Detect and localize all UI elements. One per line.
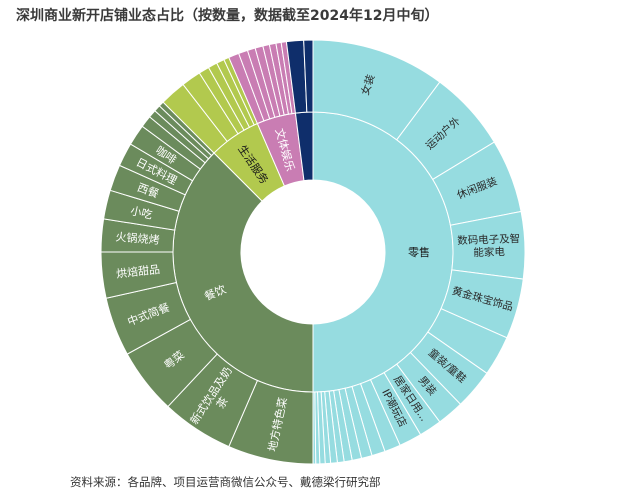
outer-label-火锅烧烤: 火锅烧烤 [115, 229, 160, 246]
inner-label-零售: 零售 [408, 245, 430, 259]
outer-ring [100, 39, 526, 465]
outer-label-女装: 女装 [359, 72, 378, 97]
inner-ring [172, 111, 454, 393]
outer-label-烘焙甜品: 烘焙甜品 [115, 261, 160, 280]
sunburst-chart: 零售女装运动户外休闲服装数码电子及智能家电黄金珠宝饰品童装/童鞋男装居家日用..… [100, 39, 526, 465]
source-note: 资料来源：各品牌、项目运营商微信公众号、戴德梁行研究部 [70, 475, 381, 489]
chart-title: 深圳商业新开店铺业态占比（按数量，数据截至2024年12月中旬） [16, 8, 439, 24]
outer-label-小吃: 小吃 [129, 204, 153, 222]
outer-label-数码电子及智能家电: 数码电子及智能家电 [457, 232, 521, 260]
outer-slice-segment-4-1 [303, 39, 314, 113]
